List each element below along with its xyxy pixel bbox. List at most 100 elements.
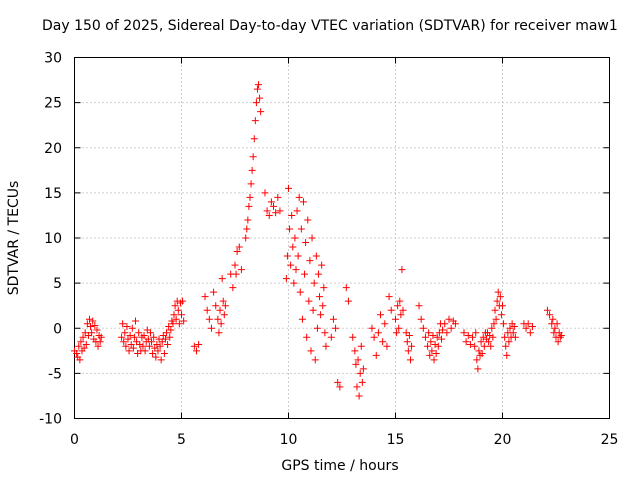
data-point xyxy=(543,306,551,314)
data-point xyxy=(359,365,367,373)
data-point xyxy=(511,333,519,341)
data-point xyxy=(349,333,357,341)
data-point xyxy=(427,338,435,346)
x-tick-label: 15 xyxy=(387,432,405,448)
data-point xyxy=(153,340,161,348)
data-point xyxy=(256,94,264,102)
data-point xyxy=(406,356,414,364)
data-point xyxy=(292,266,300,274)
data-point xyxy=(471,342,479,350)
data-point xyxy=(166,333,174,341)
data-point xyxy=(75,342,83,350)
data-point xyxy=(419,324,427,332)
data-point xyxy=(131,317,139,325)
data-point xyxy=(556,333,564,341)
data-point xyxy=(379,338,387,346)
data-point xyxy=(203,306,211,314)
data-point xyxy=(431,340,439,348)
x-tick-label: 0 xyxy=(70,432,79,448)
y-tick-label: 30 xyxy=(44,51,62,67)
data-point xyxy=(247,180,255,188)
data-point xyxy=(141,347,149,355)
data-point xyxy=(492,315,500,323)
data-point xyxy=(301,270,309,278)
data-point xyxy=(397,311,405,319)
data-point xyxy=(297,225,305,233)
data-point xyxy=(385,293,393,301)
data-point xyxy=(394,302,402,310)
data-point xyxy=(77,338,85,346)
data-point xyxy=(250,135,258,143)
data-point xyxy=(205,315,213,323)
data-point xyxy=(317,311,325,319)
data-point xyxy=(306,257,314,265)
data-point xyxy=(121,329,129,337)
data-point xyxy=(308,234,316,242)
data-point xyxy=(148,338,156,346)
data-point xyxy=(433,333,441,341)
data-point xyxy=(215,329,223,337)
data-point xyxy=(245,202,253,210)
data-point xyxy=(351,347,359,355)
data-point xyxy=(302,239,310,247)
data-point xyxy=(216,306,224,314)
data-point xyxy=(244,216,252,224)
data-point xyxy=(218,275,226,283)
data-point xyxy=(88,329,96,337)
x-axis-label: GPS time / hours xyxy=(281,458,398,474)
data-point xyxy=(524,320,532,328)
data-point xyxy=(265,211,273,219)
data-point xyxy=(96,338,104,346)
data-point xyxy=(219,297,227,305)
data-point xyxy=(119,320,127,328)
data-point xyxy=(287,261,295,269)
data-point xyxy=(294,252,302,260)
data-point xyxy=(298,315,306,323)
data-point xyxy=(130,333,138,341)
data-point xyxy=(232,270,240,278)
data-point xyxy=(472,329,480,337)
data-point xyxy=(439,326,447,334)
data-point xyxy=(426,351,434,359)
data-point xyxy=(252,99,260,107)
data-point xyxy=(466,340,474,348)
data-point xyxy=(286,225,294,233)
data-point xyxy=(170,311,178,319)
data-point xyxy=(485,338,493,346)
data-point xyxy=(190,342,198,350)
data-point xyxy=(549,315,557,323)
data-point xyxy=(553,320,561,328)
data-point xyxy=(313,324,321,332)
data-point xyxy=(172,315,180,323)
data-point xyxy=(497,311,505,319)
data-point xyxy=(398,266,406,274)
data-point xyxy=(304,216,312,224)
data-point xyxy=(212,302,220,310)
y-tick-label: 20 xyxy=(44,141,62,157)
data-point xyxy=(237,266,245,274)
data-point xyxy=(150,333,158,341)
data-point xyxy=(421,333,429,341)
chart-title: Day 150 of 2025, Sidereal Day-to-day VTE… xyxy=(42,18,618,34)
data-point xyxy=(479,333,487,341)
data-point xyxy=(79,333,87,341)
data-point xyxy=(307,347,315,355)
data-point xyxy=(139,342,147,350)
data-point xyxy=(127,340,135,348)
data-point xyxy=(434,342,442,350)
data-point xyxy=(229,284,237,292)
data-point xyxy=(192,347,200,355)
data-point xyxy=(501,333,509,341)
data-point xyxy=(489,333,497,341)
data-point xyxy=(358,378,366,386)
data-point xyxy=(175,320,183,328)
x-tick-labels: 0 5 10 15 20 25 xyxy=(70,432,618,448)
data-point xyxy=(163,329,171,337)
data-point xyxy=(478,350,486,358)
data-point xyxy=(441,320,449,328)
data-point xyxy=(314,270,322,278)
data-point xyxy=(438,335,446,343)
data-point xyxy=(342,284,350,292)
data-point xyxy=(160,350,168,358)
data-point xyxy=(178,311,185,319)
